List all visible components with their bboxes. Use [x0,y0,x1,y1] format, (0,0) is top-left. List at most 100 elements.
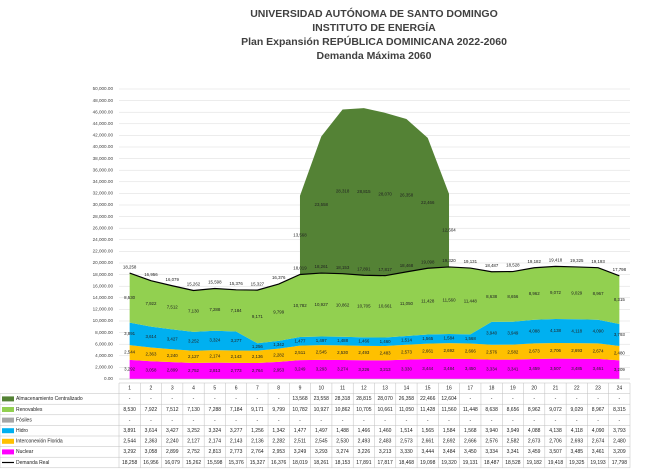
data-label: 2,582 [507,349,519,354]
table-cell: 2,674 [592,439,605,445]
chart-title: Demanda Máxima 2060 [317,50,432,62]
area [299,108,450,276]
data-label: 8,638 [486,294,498,299]
y-tick-label: 8,000.00 [95,330,113,335]
x-tick-label: 23 [595,386,601,392]
table-cell: 3,213 [379,449,392,455]
legend-swatch [2,449,14,455]
data-label: 3,334 [486,366,498,371]
x-tick-label: 20 [531,386,537,392]
data-label: 3,614 [145,334,157,339]
table-cell: 3,277 [230,428,243,434]
data-label: 2,666 [465,348,477,353]
x-tick-label: 2 [150,386,153,392]
table-cell: - [576,417,578,423]
data-label: 4,090 [593,329,605,334]
data-label: 15,598 [208,280,222,285]
y-tick-label: 18,000.00 [93,272,114,277]
table-cell: 19,193 [590,460,606,466]
data-label: 1,460 [380,339,392,344]
table-cell: 9,799 [272,407,285,413]
chart-title: Plan Expansión REPÚBLICA DOMINICANA 2022… [241,35,507,48]
table-cell: 2,136 [251,439,264,445]
data-label: 19,193 [591,259,605,264]
table-cell: 2,493 [358,439,371,445]
data-label: 4,088 [529,329,541,334]
y-tick-label: 34,000.00 [93,179,114,184]
data-label: 2,127 [188,354,200,359]
table-cell: - [320,417,322,423]
data-label: 3,891 [124,331,136,336]
data-label: 18,487 [485,263,499,268]
table-cell: 3,058 [145,449,158,455]
x-tick-label: 6 [235,386,238,392]
table-cell: 22,466 [420,396,436,402]
table-cell: 11,050 [399,407,414,413]
table-cell: 4,118 [571,428,583,434]
legend-swatch [2,417,14,423]
data-label: 19,182 [527,259,541,264]
table-cell: 4,138 [549,428,562,434]
data-label: 3,293 [316,367,328,372]
table-cell: - [469,417,471,423]
data-label: 3,277 [231,338,243,343]
table-cell: - [235,396,237,402]
table-cell: 2,693 [571,439,584,445]
table-cell: - [619,417,621,423]
table-cell: 7,130 [187,407,200,413]
data-label: 4,118 [571,328,582,333]
table-cell: - [597,417,599,423]
data-label: 2,764 [252,368,264,373]
table-cell: 2,706 [549,439,562,445]
data-label: 16,956 [144,272,158,277]
data-label: 18,528 [506,263,520,268]
data-label: 16,376 [272,275,286,280]
y-tick-label: 20,000.00 [93,260,114,265]
data-label: 2,480 [614,350,626,355]
data-label: 19,131 [464,259,478,264]
table-cell: - [150,417,152,423]
data-label: 3,444 [422,366,434,371]
y-tick-label: 38,000.00 [93,156,114,161]
legend-label: Demanda Real [16,460,49,466]
data-label: 3,341 [507,366,519,371]
x-tick-label: 22 [574,386,580,392]
data-label: 2,573 [401,349,413,354]
data-label: 13,568 [293,232,307,237]
x-tick-label: 14 [404,386,410,392]
y-tick-label: 0.00 [104,376,113,381]
y-tick-label: 48,000.00 [93,98,114,103]
table-cell: 2,530 [336,439,349,445]
chart-title: INSTITUTO DE ENERGÍA [312,21,436,34]
table-cell: 3,341 [507,449,520,455]
data-label: 10,782 [293,303,307,308]
data-label: 19,320 [442,258,456,263]
table-cell: 2,661 [421,439,434,445]
y-tick-label: 10,000.00 [93,318,114,323]
data-label: 2,136 [252,354,264,359]
table-cell: 3,226 [358,449,371,455]
data-label: 1,342 [273,342,285,347]
data-label: 15,262 [187,282,201,287]
table-cell: - [193,417,195,423]
data-label: 11,428 [421,299,435,304]
x-tick-label: 19 [510,386,516,392]
table-cell: 2,576 [485,439,498,445]
x-tick-label: 11 [340,386,345,392]
table-cell: 3,485 [571,449,584,455]
table-cell: 2,813 [209,449,222,455]
table-cell: - [555,417,557,423]
y-tick-label: 4,000.00 [95,353,113,358]
y-tick-label: 30,000.00 [93,202,114,207]
data-label: 8,530 [124,295,136,300]
data-label: 2,813 [209,368,221,373]
data-label: 19,325 [570,258,584,263]
table-cell: 15,376 [228,460,244,466]
area [129,358,620,379]
table-cell: 1,477 [294,428,307,434]
table-cell: 2,582 [507,439,520,445]
y-tick-label: 26,000.00 [93,225,114,230]
chart-title: UNIVERSIDAD AUTÓNOMA DE SANTO DOMINGO [250,7,498,20]
table-cell: - [491,396,493,402]
table-cell: 7,512 [166,407,179,413]
